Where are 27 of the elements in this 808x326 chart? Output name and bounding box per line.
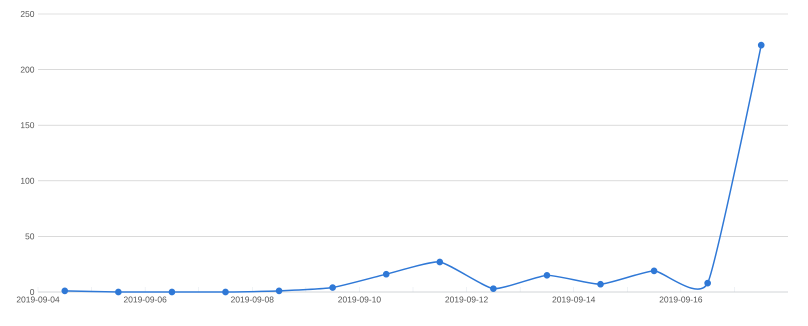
point [704, 280, 711, 286]
point [490, 285, 497, 292]
point [544, 272, 550, 279]
x-tick-label: 2019-09-16 [660, 296, 702, 303]
point [222, 288, 229, 296]
point [650, 268, 658, 274]
point [115, 288, 122, 296]
x-tick-label: 2019-09-08 [231, 296, 274, 303]
y-tick-label: 100 [20, 178, 34, 184]
point [168, 288, 176, 296]
y-tick-label: 200 [20, 66, 34, 73]
x-tick-label: 2019-09-12 [445, 296, 488, 303]
x-tick-label: 2019-09-14 [552, 296, 596, 303]
y-tick-label: 150 [20, 122, 34, 128]
y-tick-label: 0 [30, 289, 34, 295]
point [382, 270, 390, 278]
point [61, 288, 68, 294]
point [276, 288, 282, 294]
point [436, 258, 444, 266]
x-tick-label: 2019-09-06 [124, 296, 166, 303]
x-tick-label: 2019-09-04 [16, 296, 60, 303]
point [597, 280, 604, 288]
y-tick-label: 250 [20, 11, 34, 17]
y-tick-label: 50 [25, 233, 34, 240]
point [329, 284, 336, 291]
x-tick-label: 2019-09-10 [338, 296, 381, 303]
point [758, 42, 765, 48]
